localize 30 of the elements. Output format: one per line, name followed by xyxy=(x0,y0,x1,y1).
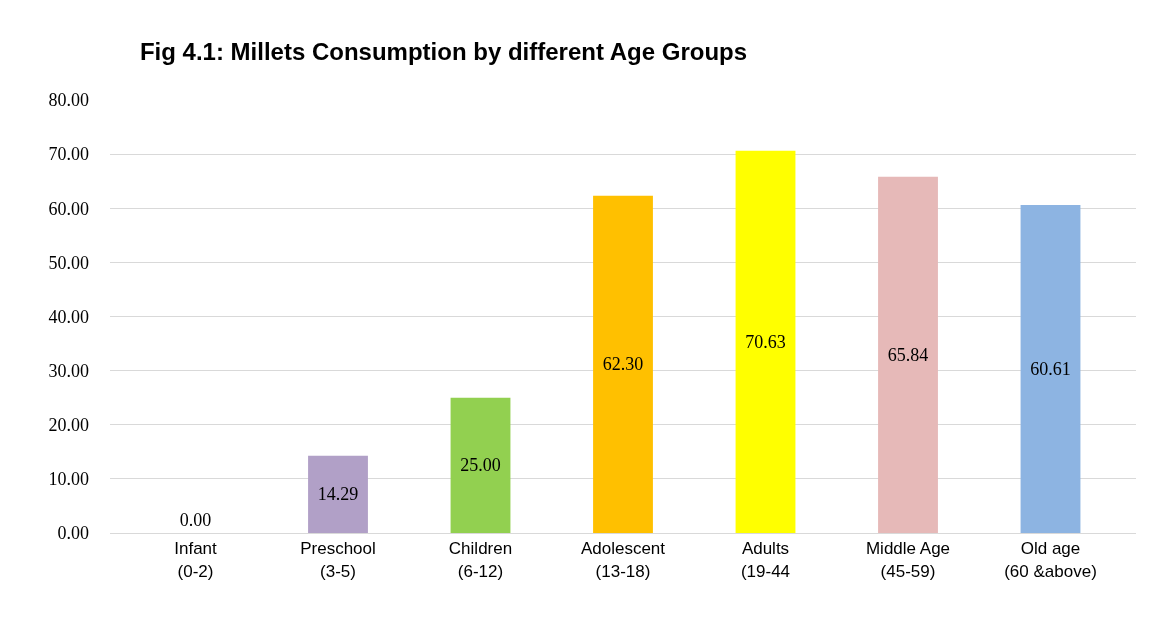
x-tick-label: Adults (19-44 xyxy=(740,539,791,581)
bar xyxy=(308,455,368,533)
data-label: 60.61 xyxy=(1030,358,1071,379)
bar xyxy=(593,195,653,533)
data-label: 25.00 xyxy=(460,455,501,476)
data-label: 70.63 xyxy=(745,331,786,352)
data-label: 62.30 xyxy=(602,354,644,375)
y-tick-label: 20.00 xyxy=(48,415,89,436)
x-tick-label: Middle Age (45-59) xyxy=(865,539,951,581)
data-label: 65.84 xyxy=(887,344,929,365)
chart-title: Fig 4.1: Millets Consumption by different Age Groups xyxy=(139,38,748,66)
x-tick-label: Preschool (3-5) xyxy=(300,539,376,581)
y-tick-label: 70.00 xyxy=(48,144,89,165)
bar xyxy=(450,397,511,533)
data-label: 0.00 xyxy=(179,510,212,530)
y-tick-label: 40.00 xyxy=(48,306,89,327)
x-tick-label: Adolescent (13-18) xyxy=(580,539,666,581)
data-label: 14.29 xyxy=(317,484,359,505)
bar xyxy=(1020,204,1081,533)
y-tick-label: 80.00 xyxy=(48,90,89,111)
x-tick-label: Infant (0-2) xyxy=(174,539,218,581)
y-tick-label: 50.00 xyxy=(48,252,89,273)
y-tick-label: 0.00 xyxy=(57,523,89,544)
y-tick-label: 10.00 xyxy=(48,469,89,490)
x-tick-label: Children (6-12) xyxy=(448,539,513,581)
y-tick-label: 30.00 xyxy=(48,360,89,381)
x-tick-label: Old age (60 &above) xyxy=(1004,539,1097,581)
bar xyxy=(878,176,938,533)
y-tick-label: 60.00 xyxy=(48,198,89,219)
bar xyxy=(735,150,796,533)
